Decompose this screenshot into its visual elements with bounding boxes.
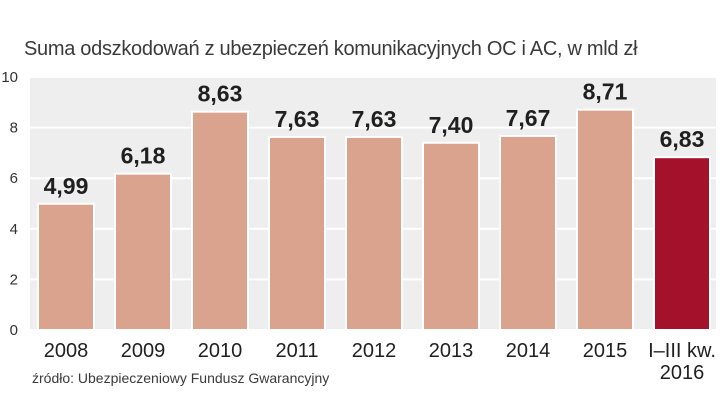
bars xyxy=(37,108,711,332)
category-label: 2012 xyxy=(352,340,397,362)
y-tick-label: 10 xyxy=(1,69,18,86)
value-label: 7,63 xyxy=(275,106,320,132)
value-label: 7,63 xyxy=(352,106,397,132)
category-label: 2010 xyxy=(198,340,243,362)
bar-1 xyxy=(114,172,172,331)
y-tick-label: 4 xyxy=(10,221,18,238)
category-label: 2014 xyxy=(506,340,551,362)
bar-4 xyxy=(345,135,403,331)
bar-0 xyxy=(37,202,95,332)
category-label: 2009 xyxy=(121,340,166,362)
chart-title: Suma odszkodowań z ubezpieczeń komunikac… xyxy=(24,38,638,60)
bar-7 xyxy=(576,108,634,332)
category-label: 2011 xyxy=(275,340,318,362)
value-label: 7,67 xyxy=(506,105,551,131)
bar-2 xyxy=(191,110,249,332)
y-axis-ticks: 0 2 4 6 8 10 xyxy=(1,69,18,339)
y-tick-label: 2 xyxy=(10,271,18,288)
chart-source: źródło: Ubezpieczeniowy Fundusz Gwarancy… xyxy=(32,370,330,386)
bar-8 xyxy=(653,156,711,331)
value-label: 8,71 xyxy=(583,79,628,105)
bar-3 xyxy=(268,135,326,331)
bar-6 xyxy=(499,134,557,331)
value-label: 7,40 xyxy=(429,112,474,138)
value-label: 4,99 xyxy=(44,173,89,199)
value-label: 8,63 xyxy=(198,81,243,107)
category-label: 2015 xyxy=(583,340,628,362)
y-tick-label: 6 xyxy=(10,170,18,187)
value-label: 6,18 xyxy=(121,143,166,169)
value-labels: 4,99 6,18 8,63 7,63 7,63 7,40 7,67 8,71 6,83 xyxy=(44,79,705,199)
value-label: 6,83 xyxy=(660,126,705,152)
category-label: 2008 xyxy=(44,340,89,362)
category-label: 2013 xyxy=(429,340,474,362)
category-label: I–III kw. 2016 xyxy=(648,340,716,384)
category-labels: 2008 2009 2010 2011 2012 2013 2014 2015 I–III kw… xyxy=(44,340,716,384)
y-tick-label: 8 xyxy=(10,120,18,137)
bar-5 xyxy=(422,141,480,331)
y-tick-label: 0 xyxy=(10,322,18,339)
